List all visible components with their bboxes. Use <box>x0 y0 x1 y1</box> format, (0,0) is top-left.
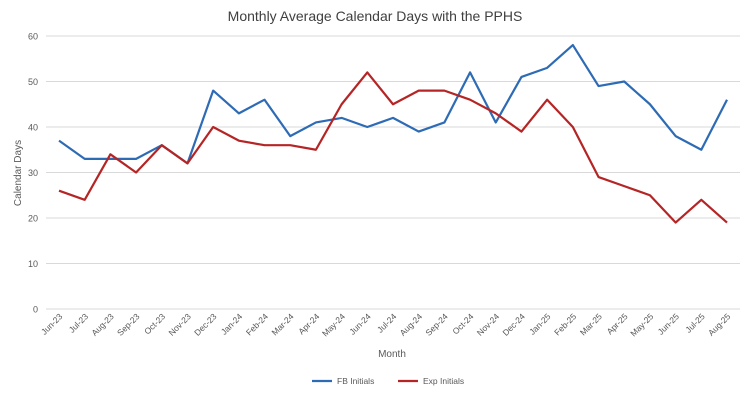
y-tick-labels: 0 10 20 30 40 50 60 <box>28 32 38 315</box>
legend: FB Initials Exp Initials <box>312 376 464 386</box>
x-tick-label: Jul-24 <box>375 311 399 335</box>
y-tick-label: 30 <box>28 168 38 178</box>
y-tick-label: 50 <box>28 77 38 87</box>
y-tick-label: 10 <box>28 259 38 269</box>
legend-label: Exp Initials <box>423 376 464 386</box>
x-tick-label: Nov-23 <box>166 311 193 338</box>
x-tick-label: Dec-23 <box>192 311 219 338</box>
x-tick-label: Mar-24 <box>270 311 296 337</box>
gridlines <box>46 35 740 310</box>
x-tick-labels: Jun-23 Jul-23 Aug-23 Sep-23 Oct-23 Nov-23 Dec-… <box>39 311 733 338</box>
y-tick-label: 40 <box>28 123 38 133</box>
legend-label: FB Initials <box>337 376 374 386</box>
x-tick-label: Oct-24 <box>450 311 475 336</box>
x-tick-label: Sep-23 <box>115 311 142 338</box>
x-tick-label: Aug-24 <box>398 311 425 338</box>
x-tick-label: Aug-25 <box>706 311 733 338</box>
x-tick-label: Feb-25 <box>552 311 578 337</box>
y-tick-label: 0 <box>33 305 38 315</box>
x-tick-label: Jul-23 <box>67 311 91 335</box>
x-tick-label: Jan-25 <box>527 311 553 337</box>
x-tick-label: Aug-23 <box>89 311 116 338</box>
y-axis-label: Calendar Days <box>13 140 24 206</box>
y-tick-label: 60 <box>28 32 38 42</box>
x-tick-label: Dec-24 <box>500 311 527 338</box>
y-tick-label: 20 <box>28 214 38 224</box>
series-lines <box>58 43 728 224</box>
x-tick-label: May-25 <box>628 311 655 338</box>
x-tick-label: Jun-25 <box>656 311 682 337</box>
x-axis-label: Month <box>378 349 406 360</box>
x-tick-label: Jan-24 <box>219 311 245 337</box>
x-tick-label: Feb-24 <box>244 311 270 337</box>
x-tick-label: Jul-25 <box>683 311 707 335</box>
x-tick-label: Nov-24 <box>475 311 502 338</box>
x-tick-label: Sep-24 <box>423 311 450 338</box>
x-tick-label: Mar-25 <box>578 311 604 337</box>
x-tick-label: Jun-24 <box>347 311 373 337</box>
x-tick-label: Jun-23 <box>39 311 65 337</box>
x-tick-label: May-24 <box>320 311 347 338</box>
chart-title: Monthly Average Calendar Days with the P… <box>228 8 523 24</box>
x-tick-label: Oct-23 <box>142 311 167 336</box>
x-tick-label: Apr-25 <box>605 311 630 336</box>
series-line-exp-initials <box>58 71 728 224</box>
x-tick-label: Apr-24 <box>296 311 321 336</box>
